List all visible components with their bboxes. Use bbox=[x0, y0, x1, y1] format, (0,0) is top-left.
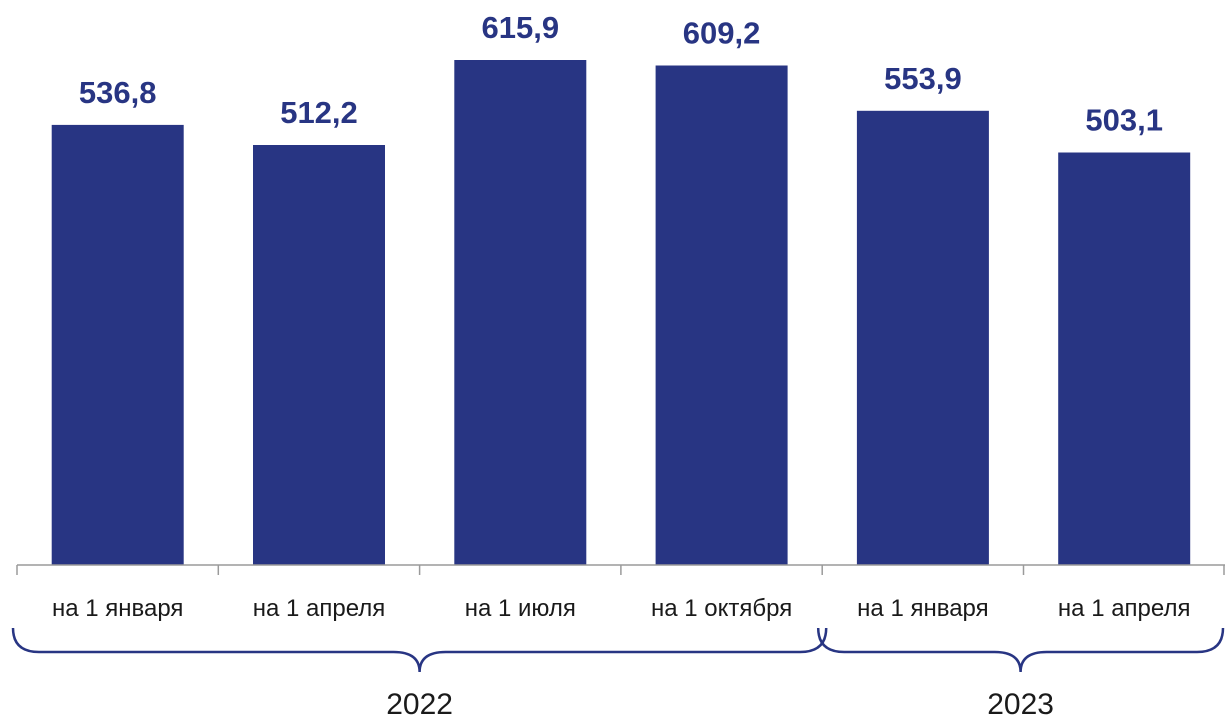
x-axis bbox=[16, 564, 1225, 575]
x-tick-label: на 1 апреля bbox=[1058, 595, 1191, 622]
x-tick-label: на 1 января bbox=[52, 595, 183, 622]
bar bbox=[1058, 152, 1191, 565]
x-tick-label: на 1 января bbox=[857, 595, 988, 622]
data-label: 615,9 bbox=[482, 10, 560, 45]
year-label: 2023 bbox=[987, 688, 1054, 721]
year-label: 2022 bbox=[386, 688, 453, 721]
year-labels-layer: 2022 2023 bbox=[386, 688, 1054, 721]
bar bbox=[253, 145, 385, 565]
bar bbox=[856, 110, 989, 566]
data-label: 553,9 bbox=[884, 61, 962, 96]
data-label: 536,8 bbox=[79, 75, 157, 110]
year-bracket bbox=[816, 627, 1225, 673]
year-brackets-layer bbox=[11, 627, 1225, 673]
year-bracket bbox=[11, 627, 828, 673]
value-labels-layer: 536,8 512,2 615,9 609,2 553,9 503,1 bbox=[79, 10, 1163, 138]
bar bbox=[454, 60, 587, 565]
data-label: 503,1 bbox=[1085, 103, 1163, 138]
data-label: 609,2 bbox=[683, 16, 761, 51]
x-tick-label: на 1 июля bbox=[465, 595, 576, 622]
bar bbox=[51, 124, 184, 566]
bars-layer bbox=[51, 60, 1191, 566]
x-tick-label: на 1 апреля bbox=[253, 595, 386, 622]
bar bbox=[655, 65, 788, 565]
x-tick-label: на 1 октября bbox=[651, 595, 792, 622]
data-label: 512,2 bbox=[280, 95, 358, 130]
tick-labels-layer: на 1 января на 1 апреля на 1 июля на 1 октя… bbox=[52, 595, 1190, 622]
